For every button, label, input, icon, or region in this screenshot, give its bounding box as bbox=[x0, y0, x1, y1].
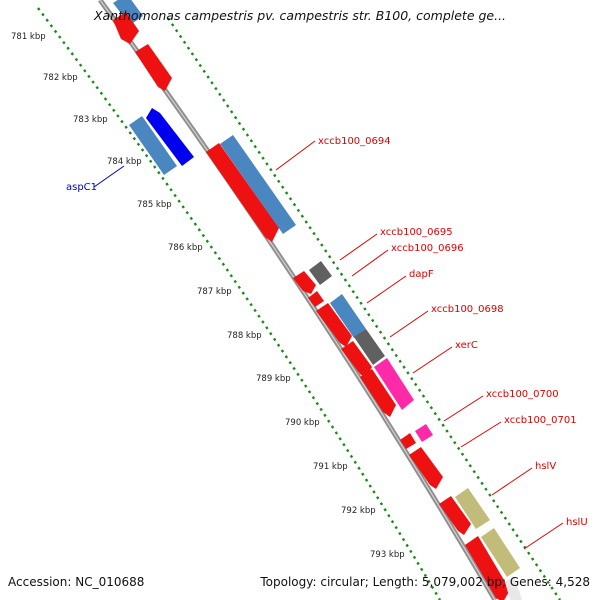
genome-backbone-highlight bbox=[99, 0, 496, 600]
leader-line bbox=[275, 140, 316, 171]
gene-label-xccb100-0701[interactable]: xccb100_0701 bbox=[504, 415, 577, 426]
tick-label: 787 kbp bbox=[197, 287, 232, 297]
gene-arrow bbox=[330, 294, 366, 338]
gene-arrow bbox=[374, 358, 414, 410]
gene-label-aspc1[interactable]: aspC1 bbox=[66, 182, 97, 193]
leader-line bbox=[366, 275, 407, 304]
gene-arrow bbox=[415, 424, 433, 442]
genome-backbone bbox=[97, 0, 498, 600]
leader-line bbox=[339, 233, 378, 261]
gene-label-xccb100-0694[interactable]: xccb100_0694 bbox=[318, 136, 391, 147]
gene-features bbox=[113, 0, 522, 600]
tick-label: 781 kbp bbox=[11, 32, 46, 42]
leader-line bbox=[460, 421, 502, 448]
gene-label-xerc[interactable]: xerC bbox=[455, 340, 478, 351]
leader-line bbox=[389, 310, 429, 338]
tick-label: 792 kbp bbox=[341, 506, 376, 516]
tick-label: 783 kbp bbox=[73, 115, 108, 125]
gene-arrow bbox=[409, 447, 443, 489]
gene-arrow bbox=[316, 303, 352, 347]
gene-arrow bbox=[439, 496, 471, 535]
gene-arrow bbox=[400, 433, 416, 449]
gene-label-xccb100-0700[interactable]: xccb100_0700 bbox=[486, 389, 559, 400]
tick-label: 789 kbp bbox=[256, 374, 291, 384]
tick-label: 791 kbp bbox=[313, 462, 348, 472]
gene-arrow bbox=[455, 488, 490, 529]
outer-tick-ring bbox=[167, 17, 561, 600]
gene-arrow bbox=[206, 143, 279, 242]
tick-label: 782 kbp bbox=[43, 73, 78, 83]
gene-label-hslv[interactable]: hslV bbox=[535, 461, 556, 472]
gene-arrow bbox=[293, 271, 316, 294]
gene-arrow bbox=[341, 341, 372, 378]
leader-line bbox=[491, 467, 533, 496]
gene-arrow bbox=[465, 536, 510, 600]
tick-label: 793 kbp bbox=[370, 550, 405, 560]
gene-arrow bbox=[481, 528, 520, 577]
tick-label: 784 kbp bbox=[107, 157, 142, 167]
tick-label: 785 kbp bbox=[137, 200, 172, 210]
leader-line bbox=[443, 395, 484, 422]
gene-arrow bbox=[146, 108, 194, 166]
genome-summary-text: Topology: circular; Length: 5,079,002 bp… bbox=[260, 575, 590, 589]
gene-leaders bbox=[93, 140, 564, 550]
gene-arrow bbox=[113, 12, 139, 44]
leader-line bbox=[523, 522, 564, 550]
gene-label-dapf[interactable]: dapF bbox=[409, 269, 434, 280]
gene-label-hslu[interactable]: hslU bbox=[566, 517, 588, 528]
gene-labels: xccb100_0694 aspC1 xccb100_0695 xccb100_… bbox=[66, 136, 588, 528]
tick-label: 788 kbp bbox=[227, 331, 262, 341]
gene-arrow bbox=[505, 576, 522, 600]
gene-arrow bbox=[135, 44, 172, 91]
inner-tick-ring bbox=[37, 7, 442, 600]
accession-text: Accession: NC_010688 bbox=[8, 575, 145, 589]
leader-line bbox=[93, 165, 125, 188]
gene-arrow bbox=[354, 329, 385, 365]
tick-label: 790 kbp bbox=[285, 418, 320, 428]
gene-label-xccb100-0698[interactable]: xccb100_0698 bbox=[431, 304, 504, 315]
tick-label: 786 kbp bbox=[168, 243, 203, 253]
gene-arrow bbox=[309, 261, 332, 285]
gene-arrow bbox=[113, 0, 143, 25]
tick-labels: 781 kbp 782 kbp 783 kbp 784 kbp 785 kbp … bbox=[11, 32, 405, 560]
gene-arrow bbox=[129, 116, 177, 175]
leader-line bbox=[412, 346, 453, 374]
gene-arrow bbox=[308, 291, 324, 307]
map-title: Xanthomonas campestris pv. campestris st… bbox=[93, 8, 507, 23]
gene-label-xccb100-0695[interactable]: xccb100_0695 bbox=[380, 227, 453, 238]
leader-line bbox=[351, 249, 389, 277]
gene-arrow bbox=[220, 135, 296, 234]
gene-arrow bbox=[360, 369, 396, 417]
gene-label-xccb100-0696[interactable]: xccb100_0696 bbox=[391, 243, 464, 254]
